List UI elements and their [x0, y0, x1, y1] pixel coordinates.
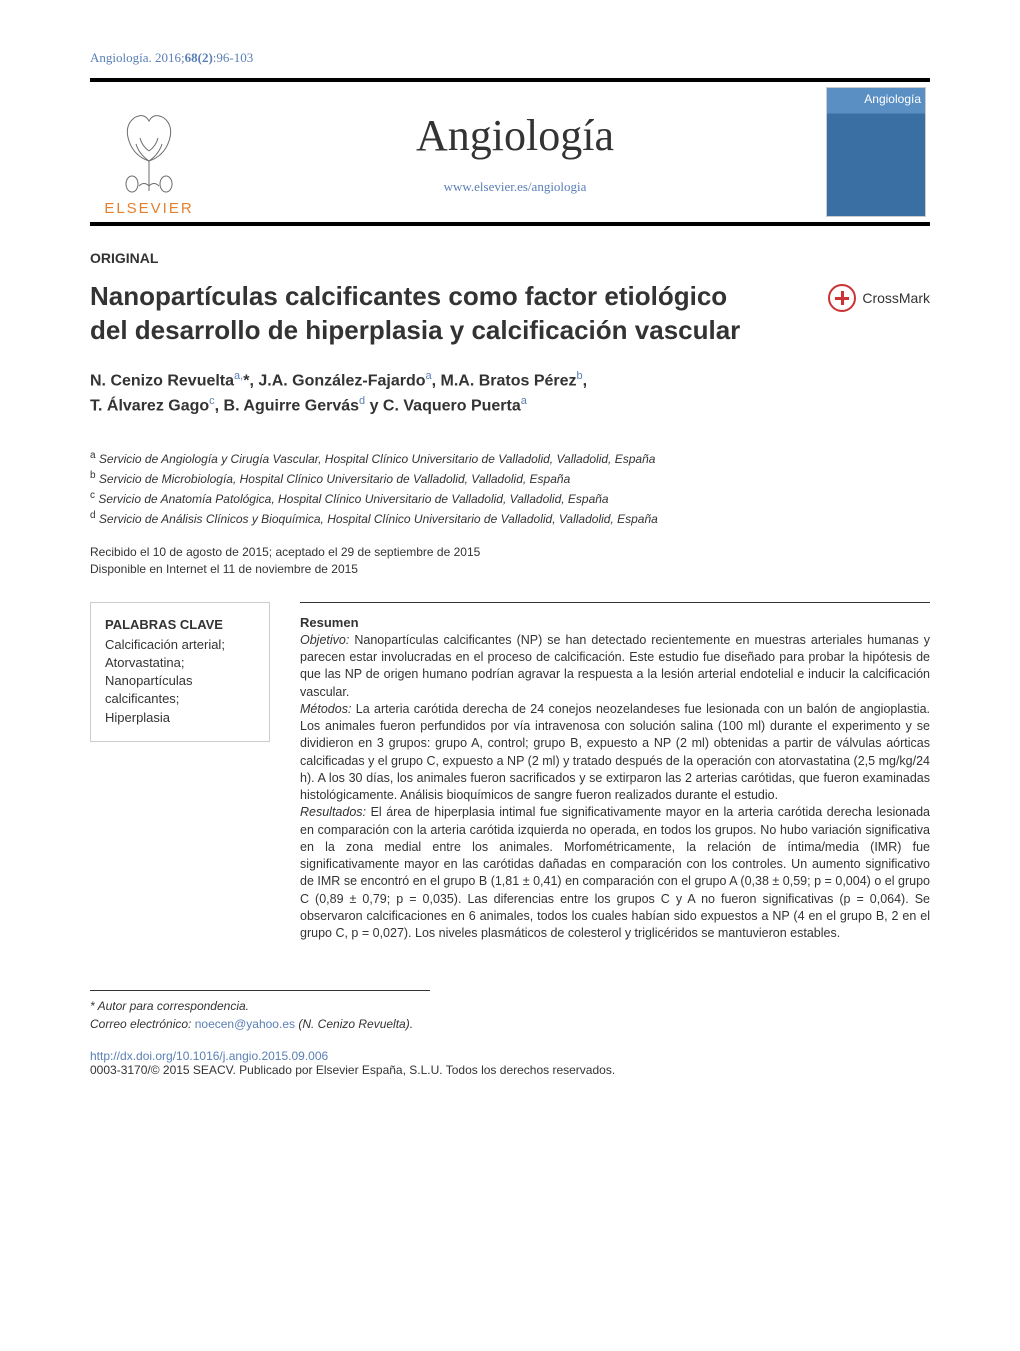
affiliation-line: c Servicio de Anatomía Patológica, Hospi…	[90, 488, 930, 508]
affiliation-line: d Servicio de Análisis Clínicos y Bioquí…	[90, 508, 930, 528]
doi-link[interactable]: http://dx.doi.org/10.1016/j.angio.2015.0…	[90, 1049, 930, 1063]
corr-label: Autor para correspondencia.	[98, 999, 249, 1013]
masthead-center: Angiología www.elsevier.es/angiologia	[204, 110, 826, 195]
crossmark-label: CrossMark	[862, 290, 930, 306]
keywords-list: Calcificación arterial;Atorvastatina;Nan…	[105, 636, 255, 727]
affiliation-line: b Servicio de Microbiología, Hospital Cl…	[90, 468, 930, 488]
abstract-text: Objetivo: Nanopartículas calcificantes (…	[300, 632, 930, 943]
article-dates: Recibido el 10 de agosto de 2015; acepta…	[90, 544, 930, 578]
title-line-1: Nanopartículas calcificantes como factor…	[90, 281, 727, 311]
metodos-label: Métodos:	[300, 702, 351, 716]
abstract-heading: Resumen	[300, 615, 930, 630]
received-accepted: Recibido el 10 de agosto de 2015; acepta…	[90, 544, 930, 561]
crossmark-icon	[828, 284, 856, 312]
crossmark-badge[interactable]: CrossMark	[828, 284, 930, 312]
citation-prefix: Angiología. 2016;	[90, 50, 185, 65]
publisher-name: ELSEVIER	[104, 200, 193, 217]
masthead: ELSEVIER Angiología www.elsevier.es/angi…	[90, 78, 930, 226]
cover-title: Angiología	[864, 92, 921, 106]
footer-separator	[90, 990, 430, 991]
elsevier-tree-icon	[104, 106, 194, 196]
journal-cover-thumbnail: Angiología	[826, 87, 926, 217]
corr-name: (N. Cenizo Revuelta).	[298, 1017, 413, 1031]
email-label: Correo electrónico:	[90, 1017, 191, 1031]
journal-url[interactable]: www.elsevier.es/angiologia	[204, 179, 826, 195]
running-header: Angiología. 2016;68(2):96-103	[90, 50, 930, 66]
resultados-label: Resultados:	[300, 805, 366, 819]
article-title: Nanopartículas calcificantes como factor…	[90, 280, 740, 348]
copyright: 0003-3170/© 2015 SEACV. Publicado por El…	[90, 1063, 930, 1077]
keywords-heading: PALABRAS CLAVE	[105, 617, 255, 632]
authors: N. Cenizo Revueltaa,*, J.A. González-Faj…	[90, 368, 930, 419]
affiliation-line: a Servicio de Angiología y Cirugía Vascu…	[90, 448, 930, 468]
publisher-logo: ELSEVIER	[94, 87, 204, 217]
affiliations: a Servicio de Angiología y Cirugía Vascu…	[90, 448, 930, 528]
volume-issue: 68(2)	[185, 50, 213, 65]
title-row: Nanopartículas calcificantes como factor…	[90, 280, 930, 348]
journal-title: Angiología	[204, 110, 826, 161]
metodos-text: La arteria carótida derecha de 24 conejo…	[300, 702, 930, 802]
objetivo-text: Nanopartículas calcificantes (NP) se han…	[300, 633, 930, 699]
correspondence: * Autor para correspondencia. Correo ele…	[90, 997, 930, 1033]
title-line-2: del desarrollo de hiperplasia y calcific…	[90, 315, 740, 345]
objetivo-label: Objetivo:	[300, 633, 349, 647]
abstract-column: Resumen Objetivo: Nanopartículas calcifi…	[300, 602, 930, 943]
resultados-text: El área de hiperplasia intimal fue signi…	[300, 805, 930, 940]
abstract-block: PALABRAS CLAVE Calcificación arterial;At…	[90, 602, 930, 943]
corr-email[interactable]: noecen@yahoo.es	[195, 1017, 295, 1031]
pages: :96-103	[213, 50, 253, 65]
keywords-box: PALABRAS CLAVE Calcificación arterial;At…	[90, 602, 270, 742]
online-date: Disponible en Internet el 11 de noviembr…	[90, 561, 930, 578]
section-type: ORIGINAL	[90, 250, 930, 266]
